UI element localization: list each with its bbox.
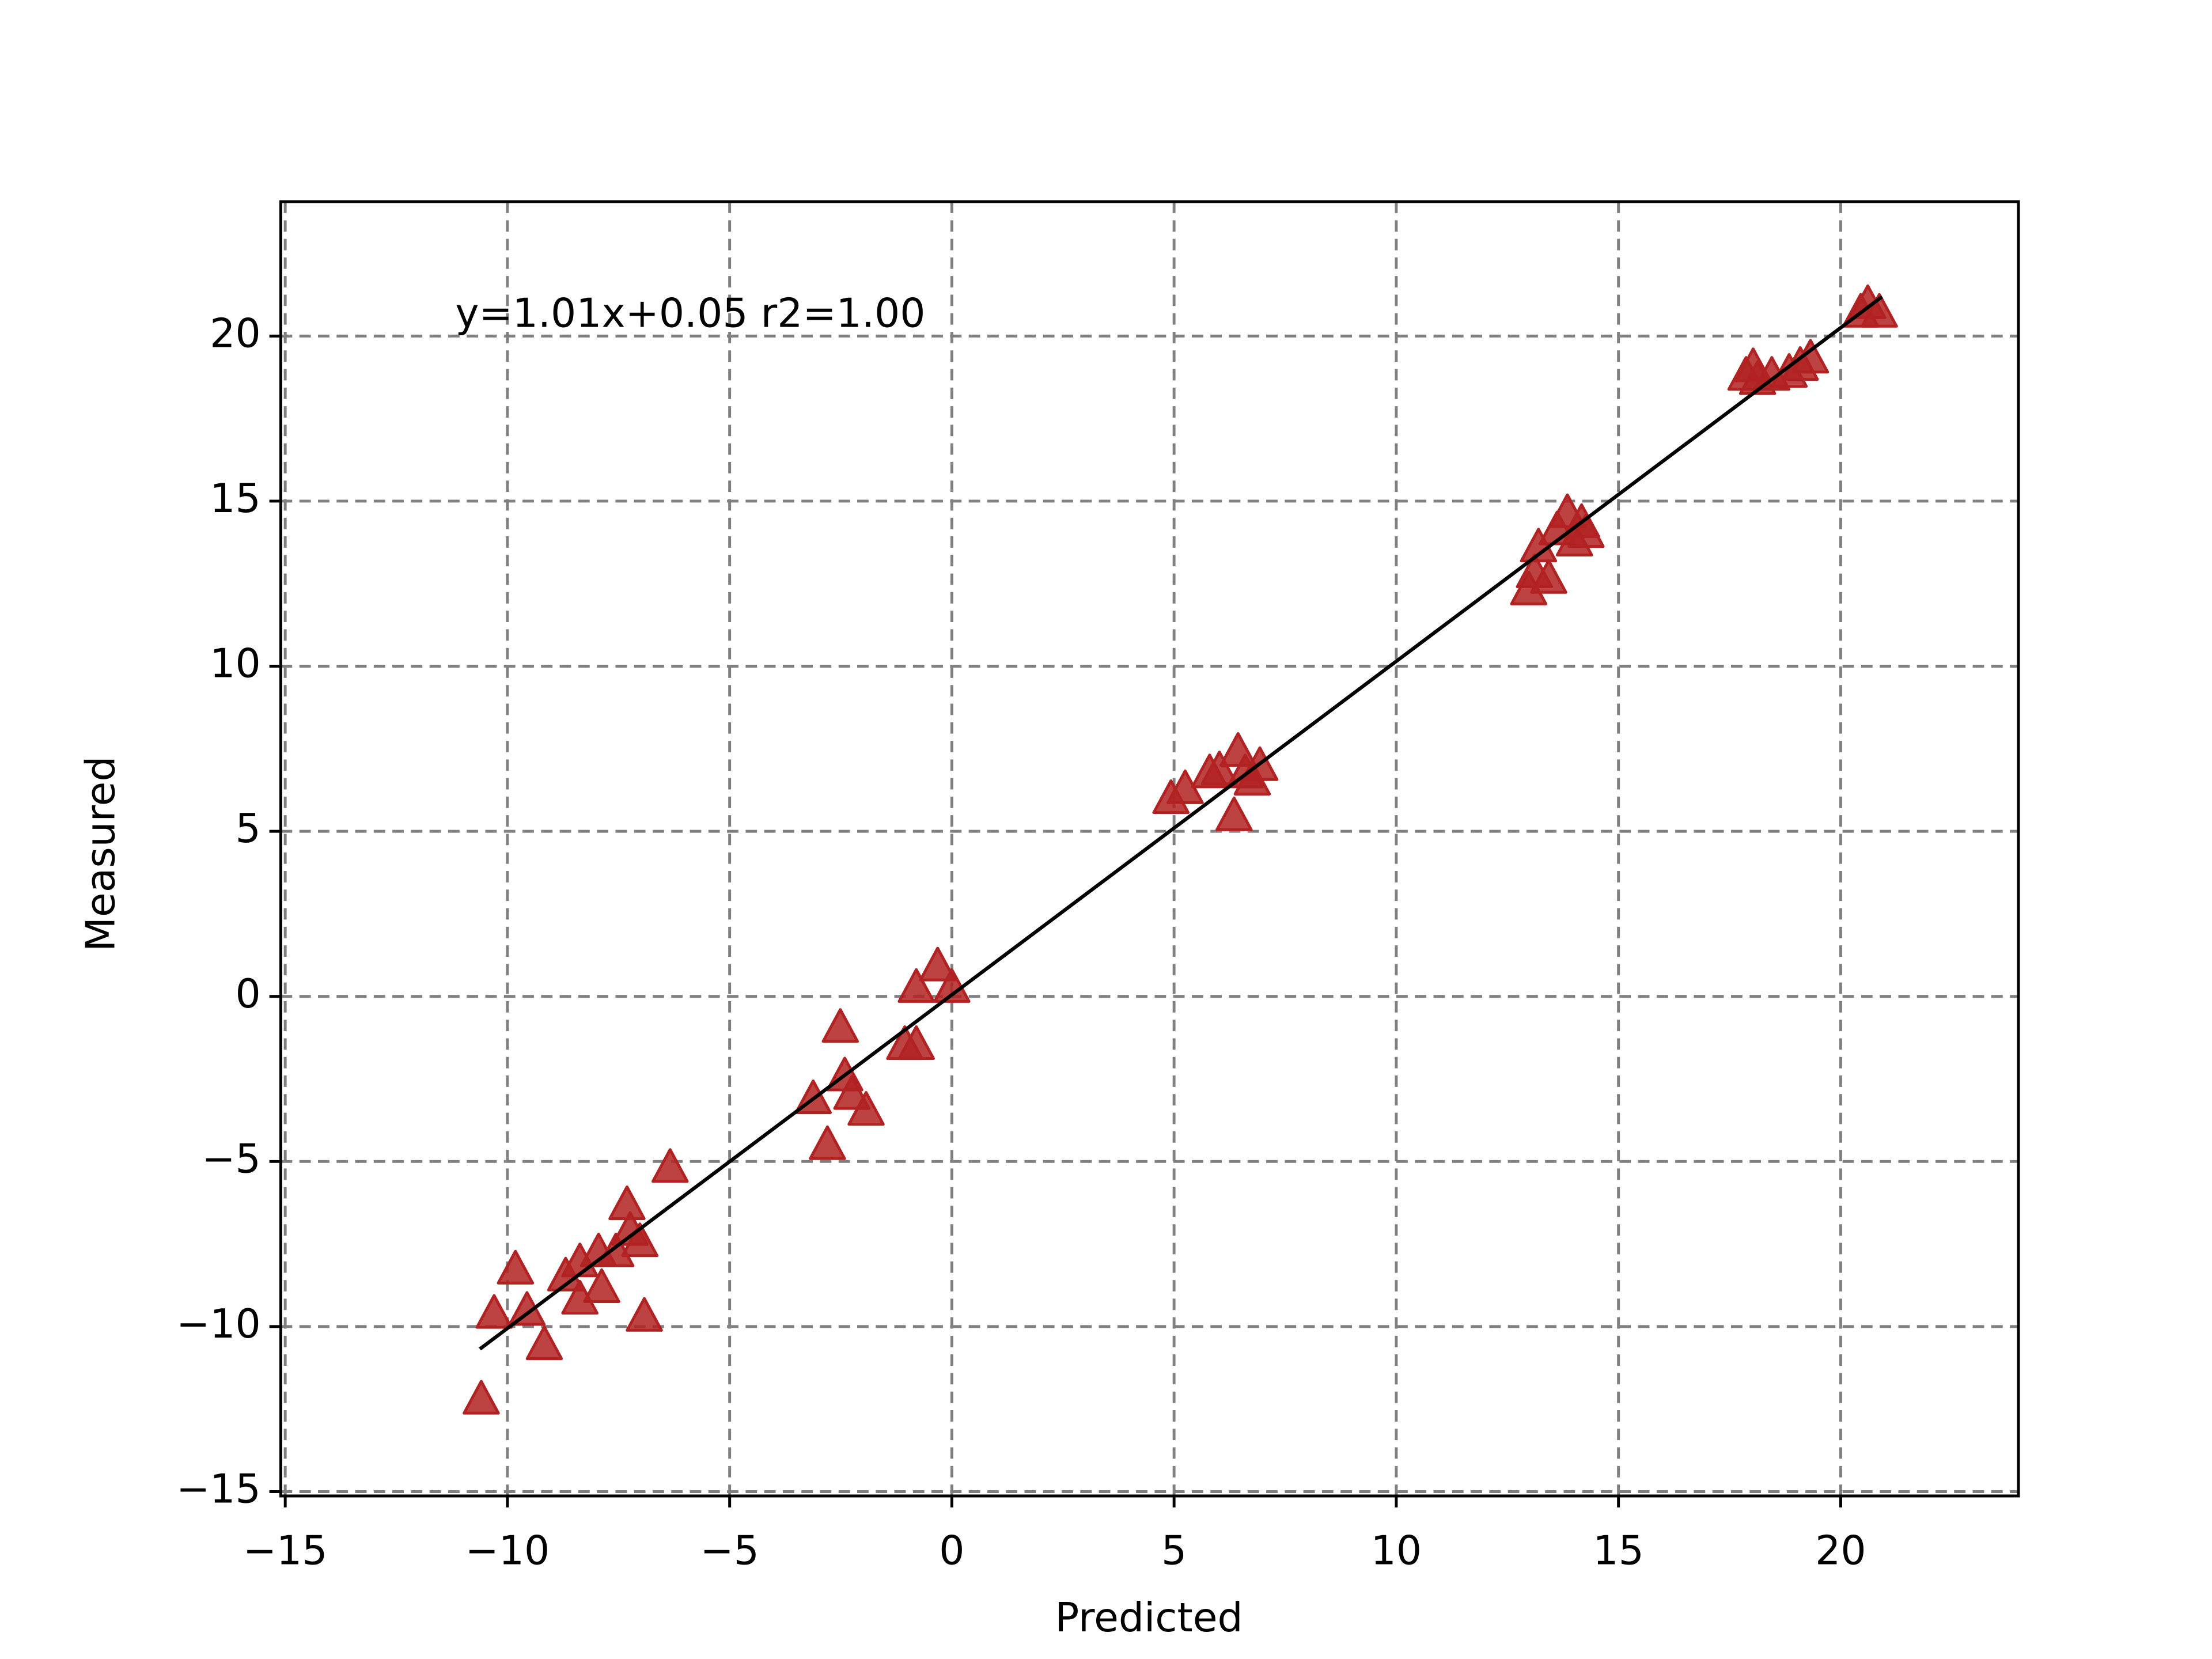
point xyxy=(933,968,971,1003)
point xyxy=(1226,753,1264,789)
point xyxy=(809,1125,846,1160)
x-tick-label: −15 xyxy=(243,1527,328,1574)
point xyxy=(847,1091,885,1126)
point xyxy=(1861,293,1898,328)
y-tick-label: 10 xyxy=(210,641,260,687)
y-tick-label: 0 xyxy=(235,971,260,1017)
x-tick-label: −10 xyxy=(465,1527,550,1574)
point xyxy=(463,1380,500,1415)
point xyxy=(652,1148,689,1183)
x-tick-label: 20 xyxy=(1815,1527,1866,1574)
y-tick-label: −10 xyxy=(176,1301,261,1347)
point xyxy=(821,1008,859,1043)
y-tick-label: 5 xyxy=(235,805,260,852)
point xyxy=(475,1294,513,1329)
point xyxy=(1530,559,1567,594)
y-tick-label: 20 xyxy=(210,310,260,357)
y-tick-label: 15 xyxy=(210,475,260,522)
plot-frame xyxy=(279,200,2020,1498)
x-axis-label: Predicted xyxy=(1055,1594,1243,1641)
fit-line xyxy=(479,295,1884,1351)
x-tick-label: −5 xyxy=(700,1527,759,1574)
point xyxy=(897,1025,935,1060)
point xyxy=(1567,513,1605,548)
point xyxy=(919,946,956,982)
point xyxy=(621,1222,659,1257)
y-tick-label: −5 xyxy=(202,1135,260,1182)
point xyxy=(626,1297,663,1332)
point xyxy=(525,1325,563,1361)
point xyxy=(897,968,935,1003)
marks xyxy=(463,284,1898,1415)
x-tick-label: 5 xyxy=(1161,1527,1187,1574)
point xyxy=(497,1249,535,1285)
point xyxy=(583,1268,620,1303)
x-tick-label: 10 xyxy=(1371,1527,1422,1574)
y-tick-label: −15 xyxy=(176,1466,261,1513)
x-tick-label: 0 xyxy=(939,1527,964,1574)
point xyxy=(1200,751,1238,786)
y-axis-label: Measured xyxy=(78,756,124,952)
point xyxy=(1215,796,1253,831)
annotation: y=1.01x+0.05 r2=1.00 xyxy=(455,290,925,337)
x-tick-label: 15 xyxy=(1593,1527,1643,1574)
